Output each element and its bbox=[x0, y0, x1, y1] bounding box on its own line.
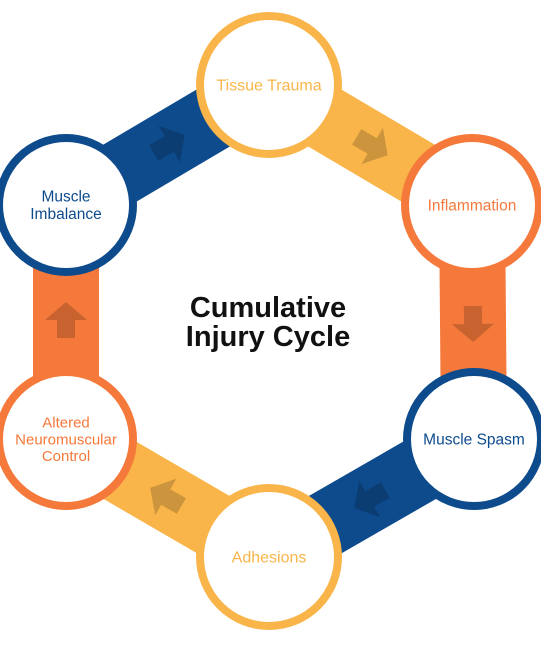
nodes: Tissue Trauma Inflammation Muscle Spasm Adh… bbox=[0, 12, 541, 630]
node-label: Tissue Trauma bbox=[216, 78, 321, 95]
node-label: Altered bbox=[42, 414, 90, 431]
node-ring bbox=[196, 484, 342, 630]
node-label: Muscle bbox=[41, 189, 90, 206]
node-label: Inflammation bbox=[428, 197, 517, 214]
node-ring bbox=[0, 134, 137, 276]
node-tissue-trauma: Tissue Trauma bbox=[196, 12, 342, 158]
arrow-icon bbox=[452, 305, 494, 342]
node-ring bbox=[403, 368, 541, 510]
node-muscle-spasm: Muscle Spasm bbox=[403, 368, 541, 510]
node-adhesions: Adhesions bbox=[196, 484, 342, 630]
node-ring bbox=[401, 134, 541, 276]
node-label: Imbalance bbox=[30, 206, 102, 223]
node-inflammation: Inflammation bbox=[401, 134, 541, 276]
node-label: Neuromuscular bbox=[15, 431, 117, 448]
diagram-title-line-1: Cumulative bbox=[190, 292, 346, 324]
arrow-icon bbox=[352, 127, 388, 165]
node-label: Adhesions bbox=[232, 550, 307, 567]
arrow-icon bbox=[45, 302, 87, 338]
arrow-icon bbox=[150, 478, 186, 516]
node-ring bbox=[0, 368, 137, 510]
arrow-icon bbox=[354, 480, 390, 518]
node-ring bbox=[196, 12, 342, 158]
node-label: Muscle Spasm bbox=[423, 431, 525, 448]
arrow-icon bbox=[149, 125, 185, 163]
diagram-title-line-2: Injury Cycle bbox=[186, 321, 350, 353]
node-label: Control bbox=[42, 448, 90, 465]
